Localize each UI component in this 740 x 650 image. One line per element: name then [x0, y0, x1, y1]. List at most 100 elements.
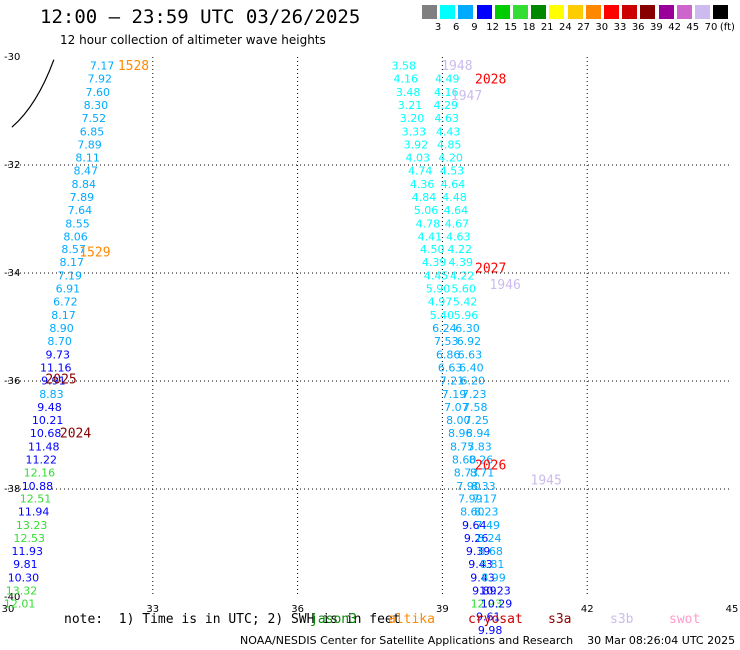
swh-point-cryosat: 3.48 — [396, 86, 421, 99]
swh-point-s3b: 4.64 — [444, 204, 469, 217]
swh-point-altika: 12.16 — [24, 466, 56, 479]
swh-point-cryosat: 4.36 — [410, 178, 435, 191]
y-tick-label: -34 — [4, 268, 20, 279]
x-tick-label: 36 — [291, 604, 304, 615]
swh-point-altika: 8.30 — [84, 99, 109, 112]
swh-point-altika: 12.53 — [13, 532, 45, 545]
legend-label: 12 — [486, 22, 499, 33]
swh-point-s3b: 7.83 — [467, 440, 492, 453]
swh-point-cryosat: 6.24 — [432, 322, 457, 335]
swh-point-altika: 10.88 — [22, 480, 54, 493]
pass-time-label: 2026 — [475, 459, 506, 474]
swh-point-s3b: 8.68 — [478, 545, 503, 558]
swh-point-cryosat: 3.21 — [398, 99, 423, 112]
swh-point-altika: 10.68 — [30, 427, 62, 440]
swh-point-cryosat: 9.89 — [472, 585, 497, 598]
swh-point-s3b: 4.67 — [445, 217, 470, 230]
swh-point-s3b: 7.58 — [463, 401, 488, 414]
legend-swatch — [640, 5, 656, 19]
legend-swatch — [531, 5, 547, 19]
legend-swatch — [622, 5, 638, 19]
pass-time-label: 1946 — [489, 278, 520, 293]
swh-point-s3b: 8.33 — [471, 480, 496, 493]
swh-point-altika: 8.70 — [47, 335, 72, 348]
swh-point-altika: 11.48 — [28, 440, 60, 453]
swh-point-s3b: 6.92 — [457, 335, 482, 348]
swh-point-altika: 6.91 — [56, 283, 81, 296]
swh-point-altika: 8.17 — [59, 256, 84, 269]
swh-point-altika: 7.92 — [87, 73, 112, 86]
swh-point-s3b: 4.64 — [441, 178, 466, 191]
swh-point-cryosat: 7.90 — [456, 480, 481, 493]
legend-label: 39 — [650, 22, 663, 33]
legend-label: 21 — [540, 22, 554, 33]
y-tick-label: -30 — [4, 52, 20, 63]
swh-point-s3b: 4.39 — [448, 256, 473, 269]
legend-label: 18 — [522, 22, 536, 33]
swh-point-cryosat: 7.19 — [442, 388, 467, 401]
swh-point-s3b: 6.30 — [455, 322, 480, 335]
swh-point-altika: 7.89 — [77, 138, 102, 151]
swh-point-altika: 7.19 — [58, 270, 83, 283]
swh-point-cryosat: 9.64 — [462, 519, 487, 532]
swh-point-altika: 11.93 — [12, 545, 44, 558]
legend-label: 42 — [668, 22, 681, 33]
legend-label: 33 — [613, 22, 627, 33]
coastline — [11, 59, 55, 128]
legend-swatch — [549, 5, 565, 19]
swh-point-altika: 8.47 — [73, 164, 98, 177]
swh-point-cryosat: 4.50 — [420, 243, 445, 256]
swh-point-s3b: 5.60 — [451, 283, 476, 296]
swh-point-cryosat: 3.33 — [402, 126, 427, 139]
swh-point-altika: 8.06 — [63, 230, 88, 243]
swh-point-s3b: 4.29 — [434, 99, 459, 112]
pass-time-label: 1945 — [531, 473, 562, 488]
swh-point-cryosat: 3.58 — [392, 60, 417, 73]
swh-point-s3b: 4.53 — [440, 164, 465, 177]
swh-point-altika: 9.81 — [13, 558, 38, 571]
swh-point-altika: 7.89 — [70, 191, 95, 204]
swh-point-cryosat: 5.90 — [426, 283, 451, 296]
swh-point-cryosat: 6.63 — [438, 362, 463, 375]
swh-point-s3b: 8.99 — [481, 572, 506, 585]
y-tick-label: -36 — [4, 376, 20, 387]
legend-label: 24 — [559, 22, 572, 33]
swh-point-cryosat: 6.86 — [436, 349, 461, 362]
swh-point-altika: 9.73 — [45, 349, 70, 362]
satellite-label-swot: swot — [669, 612, 701, 627]
swh-point-cryosat: 8.73 — [454, 466, 479, 479]
swh-point-altika: 13.23 — [16, 519, 48, 532]
swh-point-altika: 8.84 — [72, 178, 97, 191]
swh-point-cryosat: 4.41 — [418, 230, 443, 243]
swh-point-altika: 10.30 — [8, 572, 40, 585]
swh-point-altika: 6.72 — [53, 296, 78, 309]
chart-title: 12:00 — 23:59 UTC 03/26/2025 — [40, 6, 361, 28]
swh-point-cryosat: 9.39 — [466, 545, 491, 558]
legend-label: 6 — [453, 22, 460, 33]
chart-subtitle: 12 hour collection of altimeter wave hei… — [60, 33, 326, 47]
swh-point-s3b: 8.26 — [469, 453, 494, 466]
legend-label: 3 — [434, 22, 442, 33]
legend-label: 36 — [631, 22, 645, 33]
swh-point-altika: 12.01 — [4, 597, 36, 610]
swh-point-cryosat: 4.97 — [428, 296, 453, 309]
legend-swatch — [567, 5, 583, 19]
swh-point-s3b: 4.85 — [437, 138, 462, 151]
swh-point-s3b: 4.22 — [448, 243, 473, 256]
swh-point-altika: 7.17 — [90, 60, 115, 73]
swh-point-altika: 13.32 — [6, 585, 38, 598]
legend-swatch — [676, 5, 692, 19]
legend-swatch — [713, 5, 729, 19]
legend-label: 27 — [577, 22, 590, 33]
swh-point-altika: 11.22 — [26, 453, 58, 466]
swh-point-altika: 7.64 — [68, 204, 93, 217]
legend-swatch — [585, 5, 601, 19]
swh-point-altika: 9.48 — [37, 401, 62, 414]
pass-time-label: 2025 — [45, 372, 76, 387]
swh-point-cryosat: 3.92 — [404, 138, 429, 151]
swh-point-s3b: 4.43 — [436, 126, 461, 139]
swh-point-s3b: 4.63 — [434, 112, 459, 125]
swh-point-altika: 11.16 — [40, 362, 72, 375]
swh-point-s3b: 8.94 — [466, 427, 491, 440]
